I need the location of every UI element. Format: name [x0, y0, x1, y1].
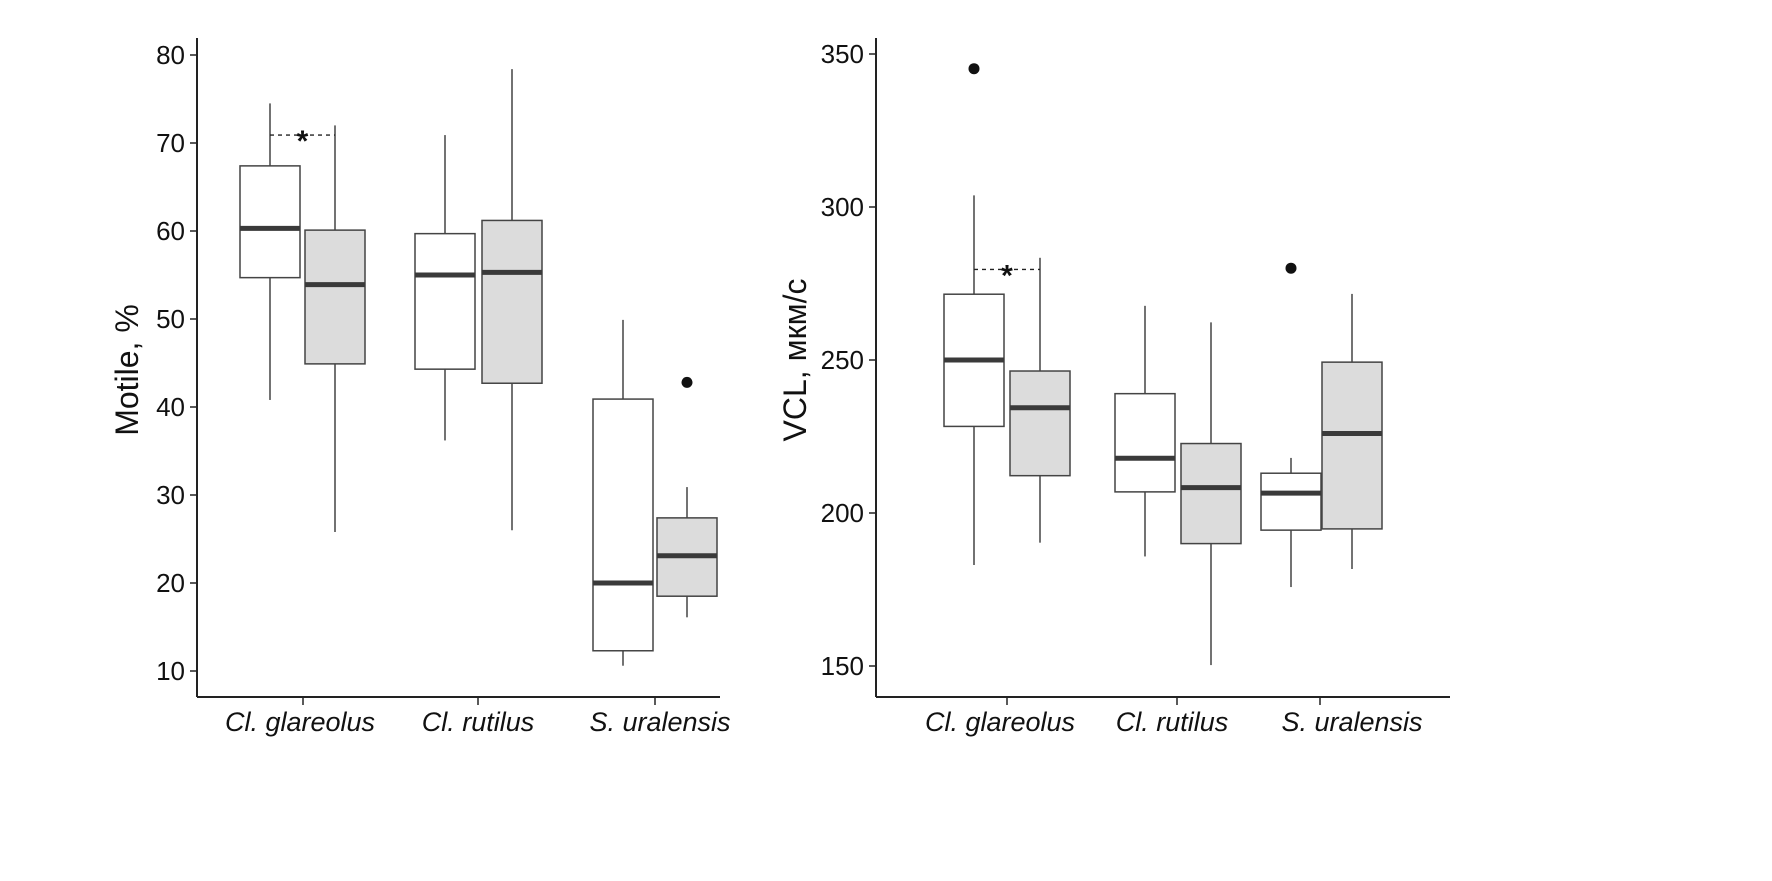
y-tick-label: 20 — [156, 568, 185, 598]
iqr-box — [1260, 472, 1322, 531]
vcl-boxplot-panel: VCL, мкм/с 150 200 250 300 350 Cl. glareolus C… — [777, 38, 1450, 737]
y-tick-label: 10 — [156, 656, 185, 686]
y-tick-label: 350 — [821, 39, 864, 69]
outlier-point — [1285, 262, 1297, 274]
significance-marker: * — [297, 125, 309, 158]
iqr-box — [239, 165, 301, 279]
box-1-0 — [1114, 305, 1176, 557]
y-tick-label: 300 — [821, 192, 864, 222]
box-0-1 — [304, 125, 366, 532]
y-tick-label: 40 — [156, 392, 185, 422]
x-tick-label: Cl. rutilus — [422, 707, 535, 737]
iqr-box — [481, 219, 543, 384]
x-tick-label: S. uralensis — [1281, 707, 1422, 737]
outlier-point — [681, 376, 693, 388]
y-axis-title: Motile, % — [109, 304, 145, 436]
y-tick-label: 30 — [156, 480, 185, 510]
box-2-1 — [1321, 293, 1383, 569]
box-0-0 — [239, 103, 301, 400]
box-0-0 — [943, 63, 1005, 566]
box-1-1 — [481, 69, 543, 531]
x-tick-label: Cl. glareolus — [925, 707, 1075, 737]
iqr-box — [1114, 392, 1176, 493]
outlier-point — [968, 63, 980, 75]
x-tick-label: S. uralensis — [589, 707, 730, 737]
iqr-box — [1009, 370, 1071, 477]
box-1-0 — [414, 135, 476, 441]
iqr-box — [1180, 442, 1242, 545]
box-1-1 — [1180, 322, 1242, 666]
iqr-box — [592, 398, 654, 652]
iqr-box — [1321, 361, 1383, 530]
significance-marker: * — [1001, 259, 1013, 292]
motile-boxplot-panel: Motile, % 10 20 30 40 50 60 70 80 Cl. glareolus C… — [109, 38, 731, 737]
y-axis-title: VCL, мкм/с — [777, 279, 813, 442]
box-2-1 — [656, 376, 718, 618]
x-tick-label: Cl. glareolus — [225, 707, 375, 737]
box-2-0 — [592, 319, 654, 666]
y-tick-label: 200 — [821, 498, 864, 528]
iqr-box — [304, 229, 366, 365]
y-tick-label: 250 — [821, 345, 864, 375]
y-tick-label: 150 — [821, 651, 864, 681]
iqr-box — [414, 232, 476, 370]
y-tick-label: 50 — [156, 304, 185, 334]
box-2-0 — [1260, 262, 1322, 588]
y-tick-label: 60 — [156, 216, 185, 246]
y-tick-label: 70 — [156, 128, 185, 158]
y-tick-label: 80 — [156, 40, 185, 70]
box-0-1 — [1009, 257, 1071, 543]
x-tick-label: Cl. rutilus — [1116, 707, 1229, 737]
